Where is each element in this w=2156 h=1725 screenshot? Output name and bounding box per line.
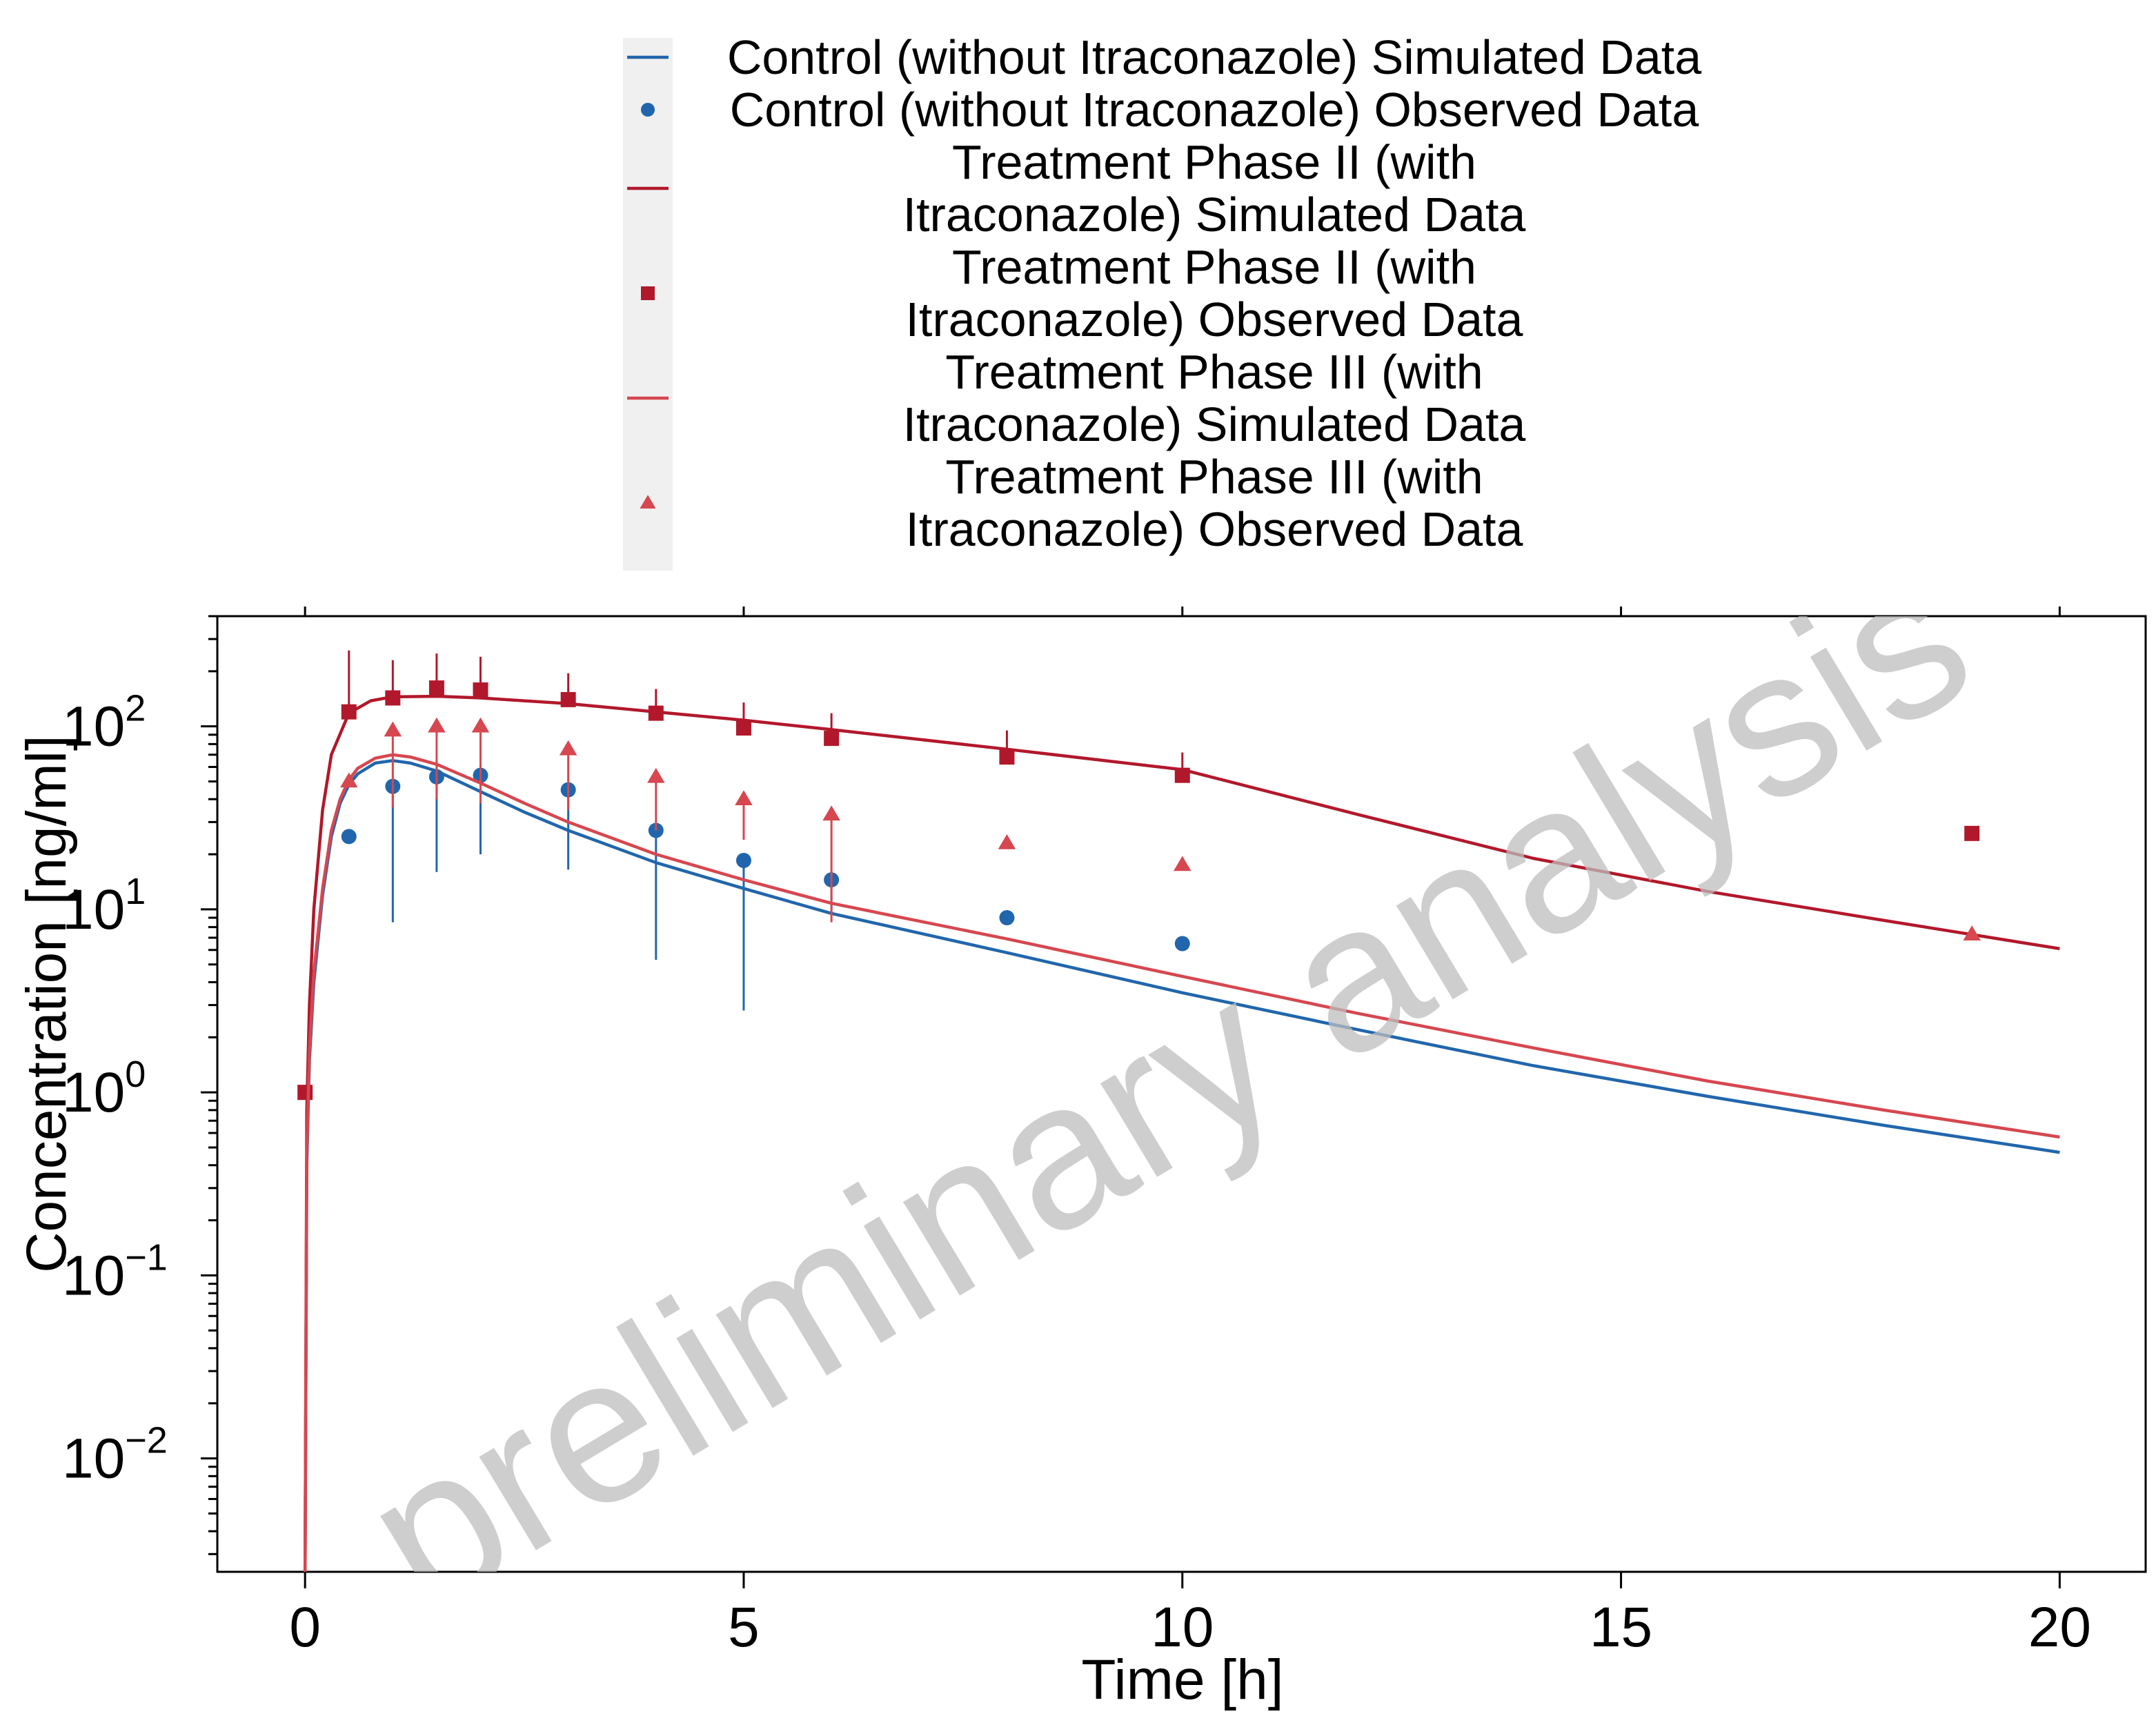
series-line: [303, 753, 2060, 1572]
data-point: [384, 721, 402, 737]
data-point: [385, 690, 401, 706]
series-5: [339, 717, 1981, 940]
data-point: [297, 1085, 313, 1101]
x-axis-label: Time [h]: [1081, 1648, 1283, 1711]
y-tick-label: 10−1: [62, 1236, 168, 1307]
data-point: [999, 910, 1015, 926]
x-tick-label: 20: [2028, 1596, 2091, 1659]
x-tick-label: 10: [1151, 1596, 1214, 1659]
data-point: [339, 772, 358, 788]
legend-label: Itraconazole) Observed Data: [906, 293, 1523, 346]
data-point: [559, 740, 577, 756]
data-point: [341, 704, 357, 720]
data-point: [428, 717, 446, 733]
x-tick-label: 15: [1590, 1596, 1652, 1659]
legend-label: Control (without Itraconazole) Simulated…: [727, 30, 1701, 84]
data-point: [648, 705, 664, 721]
data-point: [999, 749, 1015, 765]
legend: Control (without Itraconazole) Simulated…: [623, 30, 1701, 571]
legend-key-background: [623, 38, 673, 571]
data-point: [735, 853, 751, 869]
data-point: [735, 790, 753, 806]
data-point: [428, 680, 444, 696]
data-point: [341, 829, 357, 845]
series-1: [341, 767, 1190, 1011]
legend-key-marker: [641, 103, 655, 117]
data-point: [1174, 767, 1190, 783]
legend-label: Itraconazole) Observed Data: [906, 502, 1523, 556]
plot-area: preliminary analysis 0 5 10 15 20 10−2 10−1 100 1…: [62, 607, 2147, 1659]
y-tick-label: 100: [62, 1054, 146, 1124]
data-point: [647, 767, 665, 783]
data-point: [822, 805, 840, 821]
y-tick-label: 10−2: [62, 1420, 168, 1490]
data-layer: preliminary analysis: [297, 616, 2060, 1572]
series-line: [303, 694, 2060, 1572]
legend-key-marker: [640, 495, 656, 509]
y-axis-label: Concentration [ng/ml]: [15, 735, 78, 1272]
legend-label: Control (without Itraconazole) Observed …: [730, 83, 1699, 137]
x-tick-label: 0: [289, 1596, 321, 1659]
x-tick-label: 5: [728, 1596, 760, 1659]
legend-label: Itraconazole) Simulated Data: [903, 188, 1526, 241]
data-point: [998, 834, 1016, 849]
data-point: [1174, 856, 1191, 871]
data-point: [471, 717, 490, 733]
data-point: [1174, 936, 1190, 952]
data-point: [560, 691, 576, 707]
series-3: [297, 650, 1980, 1101]
data-point: [473, 682, 488, 698]
y-tick-label: 102: [62, 688, 146, 758]
legend-key-marker: [641, 286, 655, 300]
legend-label: Treatment Phase II (with: [952, 135, 1476, 189]
series-2: [303, 694, 2060, 1572]
series-4: [303, 753, 2060, 1572]
data-point: [1963, 925, 1981, 940]
data-point: [735, 720, 751, 736]
legend-label: Treatment Phase III (with: [945, 345, 1483, 399]
data-point: [1964, 825, 1980, 841]
legend-label: Treatment Phase III (with: [945, 450, 1483, 504]
legend-label: Itraconazole) Simulated Data: [903, 397, 1526, 451]
y-tick-label: 101: [62, 871, 146, 941]
legend-label: Treatment Phase II (with: [952, 240, 1476, 294]
data-point: [824, 731, 840, 747]
